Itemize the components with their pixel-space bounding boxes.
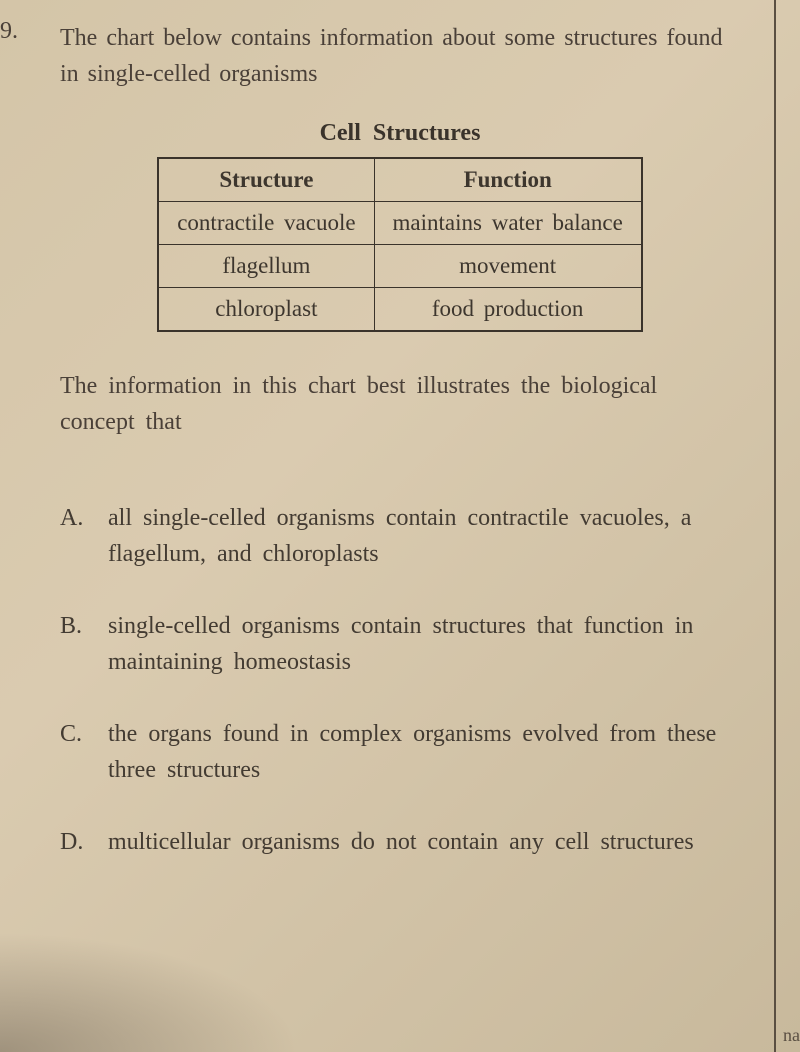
table-cell: chloroplast <box>158 288 374 332</box>
option-text: multicellular organisms do not contain a… <box>108 824 740 860</box>
table-cell: maintains water balance <box>374 202 642 245</box>
option-text: the organs found in complex organisms ev… <box>108 716 740 788</box>
table-header: Structure <box>158 158 374 202</box>
table-title: Cell Structures <box>60 120 740 147</box>
option-d[interactable]: D. multicellular organisms do not contai… <box>60 824 740 860</box>
option-text: single-celled organisms contain structur… <box>108 608 740 680</box>
option-c[interactable]: C. the organs found in complex organisms… <box>60 716 740 788</box>
cell-structures-table: Structure Function contractile vacuole m… <box>157 157 643 332</box>
intro-text: The chart below contains information abo… <box>60 20 740 92</box>
table-cell: movement <box>374 245 642 288</box>
table-container: Structure Function contractile vacuole m… <box>60 157 740 332</box>
table-cell: food production <box>374 288 642 332</box>
table-row: chloroplast food production <box>158 288 642 332</box>
options-list: A. all single-celled organisms contain c… <box>60 500 740 860</box>
option-b[interactable]: B. single-celled organisms contain struc… <box>60 608 740 680</box>
question-number: 9. <box>0 18 18 45</box>
table-row: contractile vacuole maintains water bala… <box>158 202 642 245</box>
table-row: flagellum movement <box>158 245 642 288</box>
option-text: all single-celled organisms contain cont… <box>108 500 740 572</box>
table-header-row: Structure Function <box>158 158 642 202</box>
photo-shadow <box>0 932 300 1052</box>
table-header: Function <box>374 158 642 202</box>
question-content: The chart below contains information abo… <box>60 20 740 860</box>
option-letter: C. <box>60 716 108 788</box>
page-edge-line <box>774 0 776 1052</box>
table-cell: contractile vacuole <box>158 202 374 245</box>
followup-text: The information in this chart best illus… <box>60 368 740 440</box>
table-cell: flagellum <box>158 245 374 288</box>
option-letter: A. <box>60 500 108 572</box>
option-letter: B. <box>60 608 108 680</box>
corner-fragment: na <box>783 1025 800 1046</box>
option-letter: D. <box>60 824 108 860</box>
option-a[interactable]: A. all single-celled organisms contain c… <box>60 500 740 572</box>
